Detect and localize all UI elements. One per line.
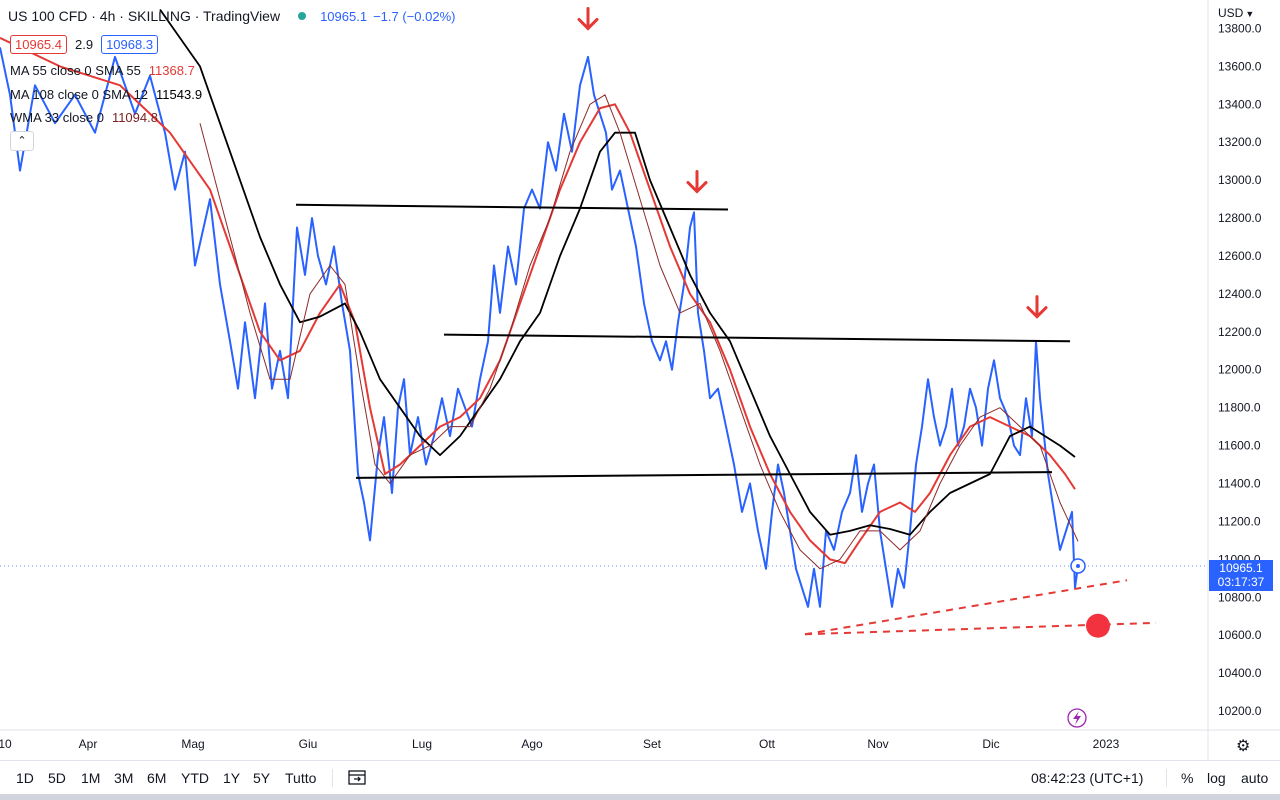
auto-scale-button[interactable]: auto bbox=[1241, 770, 1269, 786]
lightning-bolt-icon bbox=[1073, 711, 1081, 725]
y-tick-label: 10200.0 bbox=[1218, 704, 1262, 718]
series-line-2 bbox=[159, 8, 1076, 536]
down-arrow-icon bbox=[577, 6, 599, 31]
down-arrow-icon bbox=[1026, 295, 1048, 319]
y-tick-label: 13800.0 bbox=[1218, 21, 1262, 35]
y-tick-label: 13400.0 bbox=[1218, 97, 1262, 111]
trendline-2 bbox=[355, 471, 1053, 479]
x-tick-label: Apr bbox=[79, 737, 98, 751]
y-tick-label: 10800.0 bbox=[1218, 590, 1262, 604]
symbol-title[interactable]: US 100 CFD · 4h · SKILLING · TradingView bbox=[8, 8, 281, 24]
spread-value: 2.9 bbox=[75, 37, 94, 52]
last-price-marker-dot bbox=[1076, 563, 1080, 568]
y-tick-label: 11200.0 bbox=[1218, 514, 1261, 528]
currency-label: USD bbox=[1218, 6, 1244, 20]
y-tick-label: 12400.0 bbox=[1218, 287, 1262, 301]
down-arrow-icon bbox=[686, 170, 708, 194]
series-line-0 bbox=[0, 47, 1079, 608]
down-arrow-path bbox=[577, 6, 599, 31]
chevron-down-icon: ▼ bbox=[1245, 9, 1255, 19]
x-tick-label: Lug bbox=[412, 737, 432, 751]
lightning-icon bbox=[1067, 708, 1087, 728]
price-change: −1.7 (−0.02%) bbox=[373, 8, 456, 24]
settings-gear-icon[interactable]: ⚙ bbox=[1236, 738, 1251, 755]
market-status-icon bbox=[298, 12, 307, 20]
y-tick-label: 10600.0 bbox=[1218, 628, 1262, 642]
y-tick-label: 13600.0 bbox=[1218, 59, 1262, 73]
ask-price[interactable]: 10968.3 bbox=[101, 35, 159, 54]
range-5d-button[interactable]: 5D bbox=[48, 770, 66, 786]
range-1y-button[interactable]: 1Y bbox=[223, 770, 241, 786]
y-tick-label: 11400.0 bbox=[1218, 477, 1261, 491]
trendline-1 bbox=[443, 333, 1071, 343]
x-tick-label: Ott bbox=[759, 737, 776, 751]
y-tick-label: 12600.0 bbox=[1218, 249, 1262, 263]
x-tick-label: 2023 bbox=[1093, 737, 1120, 751]
dashed-trendline-0 bbox=[804, 579, 1128, 636]
x-tick-label: Ago bbox=[521, 737, 543, 751]
indicator-wma33-value: 11094.8 bbox=[111, 110, 158, 125]
indicator-ma55-label[interactable]: MA 55 close 0 SMA 55 bbox=[10, 63, 141, 78]
price-tag-countdown: 03:17:37 bbox=[1217, 575, 1265, 589]
x-tick-label: Set bbox=[643, 737, 662, 751]
range-3m-button[interactable]: 3M bbox=[114, 770, 134, 786]
date-range-icon[interactable] bbox=[347, 767, 367, 790]
toolbar-divider bbox=[332, 769, 333, 787]
y-tick-label: 12200.0 bbox=[1218, 325, 1262, 339]
collapse-legend-icon[interactable]: ⌃ bbox=[10, 131, 34, 151]
range-ytd-button[interactable]: YTD bbox=[181, 770, 209, 786]
last-price-tag: 10965.1 03:17:37 bbox=[1209, 560, 1273, 591]
price-chart[interactable]: 10200.010400.010600.010800.011000.011200… bbox=[0, 0, 1280, 760]
bottom-toolbar: 1D 5D 1M 3M 6M YTD 1Y 5Y Tutto 08:42:23 … bbox=[0, 760, 1280, 795]
bid-price[interactable]: 10965.4 bbox=[10, 35, 67, 54]
x-tick-label: Mag bbox=[181, 737, 204, 751]
y-tick-label: 12800.0 bbox=[1218, 211, 1262, 225]
series-line-1 bbox=[0, 36, 1076, 565]
down-arrow-path bbox=[1026, 295, 1048, 319]
y-tick-label: 11600.0 bbox=[1218, 439, 1261, 453]
y-tick-label: 11800.0 bbox=[1218, 401, 1261, 415]
series-line-3 bbox=[199, 94, 1079, 570]
log-scale-button[interactable]: log bbox=[1207, 770, 1226, 786]
x-tick-label: Giu bbox=[299, 737, 318, 751]
percent-scale-button[interactable]: % bbox=[1181, 770, 1194, 786]
indicator-wma33-label[interactable]: WMA 33 close 0 bbox=[10, 110, 104, 125]
x-tick-label: Nov bbox=[867, 737, 888, 751]
range-all-button[interactable]: Tutto bbox=[285, 770, 317, 786]
y-tick-label: 13000.0 bbox=[1218, 173, 1262, 187]
range-5y-button[interactable]: 5Y bbox=[253, 770, 271, 786]
last-price: 10965.1 bbox=[320, 8, 368, 24]
x-tick-label: Dic bbox=[982, 737, 999, 751]
y-tick-label: 12000.0 bbox=[1218, 363, 1262, 377]
price-tag-value: 10965.1 bbox=[1219, 561, 1263, 575]
range-1d-button[interactable]: 1D bbox=[16, 770, 34, 786]
range-1m-button[interactable]: 1M bbox=[81, 770, 101, 786]
y-tick-label: 10400.0 bbox=[1218, 666, 1262, 680]
currency-selector[interactable]: USD ▼ bbox=[1218, 6, 1254, 20]
indicator-ma108-value: 11543.9 bbox=[156, 87, 203, 102]
indicator-ma55-value: 11368.7 bbox=[148, 63, 195, 78]
x-tick-label: 10 bbox=[0, 737, 12, 751]
y-tick-label: 13200.0 bbox=[1218, 135, 1262, 149]
trendline-0 bbox=[295, 203, 729, 211]
down-arrow-path bbox=[686, 170, 708, 194]
window-bottom-strip bbox=[0, 794, 1280, 800]
indicator-ma108-label[interactable]: MA 108 close 0 SMA 12 bbox=[10, 87, 149, 102]
target-dot-marker bbox=[1086, 613, 1110, 638]
toolbar-divider-2 bbox=[1166, 769, 1167, 787]
range-6m-button[interactable]: 6M bbox=[147, 770, 167, 786]
clock-display[interactable]: 08:42:23 (UTC+1) bbox=[1031, 770, 1144, 786]
